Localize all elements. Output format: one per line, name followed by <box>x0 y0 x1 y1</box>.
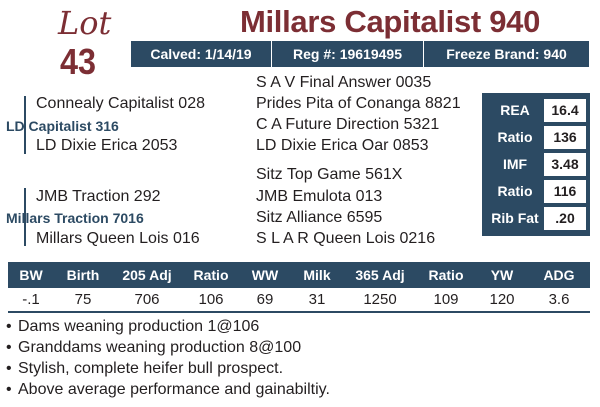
dam-sire-sire: JMB Traction 292 <box>36 188 161 205</box>
column-header: WW <box>240 262 290 288</box>
sire-bracket <box>24 96 26 154</box>
table-cell: 3.6 <box>528 288 590 313</box>
carcass-value: 3.48 <box>544 153 586 176</box>
column-header: Ratio <box>182 262 240 288</box>
pedigree-line: LD Dixie Erica Oar 0853 <box>256 137 429 154</box>
column-header: ADG <box>528 262 590 288</box>
carcass-label: REA <box>500 102 530 118</box>
lot-number: 43 <box>59 41 97 82</box>
carcass-value: 116 <box>544 180 586 203</box>
freeze-brand: Freeze Brand: 940 <box>446 46 567 62</box>
carcass-value: 136 <box>544 126 586 149</box>
list-item: • Granddams weaning production 8@100 <box>6 337 330 358</box>
list-item: • Above average performance and gainabilt… <box>6 379 330 400</box>
note-text: Stylish, complete heifer bull prospect. <box>18 360 284 377</box>
registration-number: Reg #: 19619495 <box>271 41 424 67</box>
table-cell: 75 <box>54 288 112 313</box>
table-cell: 120 <box>476 288 528 313</box>
carcass-label: Ratio <box>497 129 533 145</box>
bullet-icon: • <box>6 318 12 335</box>
note-text: Dams weaning production 1@106 <box>18 318 260 335</box>
calved-date: Calved: 1/14/19 <box>150 46 252 62</box>
carcass-box: REA 16.4 Ratio 136 IMF 3.48 Ratio 116 Ri… <box>482 93 590 236</box>
list-item: • Dams weaning production 1@106 <box>6 316 330 337</box>
dam-bracket <box>24 188 26 246</box>
lot-label: Lot <box>58 4 112 42</box>
column-header: 365 Adj <box>344 262 416 288</box>
pedigree-line: Sitz Top Game 561X <box>256 166 403 183</box>
table-cell: 69 <box>240 288 290 313</box>
column-header: YW <box>476 262 528 288</box>
note-text: Granddams weaning production 8@100 <box>18 339 302 356</box>
pedigree-line: S L A R Queen Lois 0216 <box>256 230 436 247</box>
sire-dam: LD Dixie Erica 2053 <box>36 137 178 154</box>
column-header: Milk <box>290 262 344 288</box>
dam: Millars Queen Lois 016 <box>36 230 200 247</box>
pedigree-line: S A V Final Answer 0035 <box>256 74 432 91</box>
pedigree-line: Sitz Alliance 6595 <box>256 209 383 226</box>
performance-header-row: BW Birth 205 Adj Ratio WW Milk 365 Adj R… <box>8 262 590 288</box>
table-cell: 109 <box>416 288 476 313</box>
pedigree-line: Prides Pita of Conanga 8821 <box>256 95 461 112</box>
list-item: • Stylish, complete heifer bull prospect. <box>6 358 330 379</box>
table-cell: 106 <box>182 288 240 313</box>
carcass-row: REA 16.4 <box>486 97 586 124</box>
bullet-icon: • <box>6 360 12 377</box>
performance-row: -.1 75 706 106 69 31 1250 109 120 3.6 <box>8 288 590 313</box>
carcass-row: Rib Fat .20 <box>486 205 586 232</box>
table-cell: 31 <box>290 288 344 313</box>
dam-sire: Millars Traction 7016 <box>6 210 144 226</box>
pedigree-line: JMB Emulota 013 <box>256 188 383 205</box>
animal-name: Millars Capitalist 940 <box>239 4 541 39</box>
column-header: BW <box>8 262 54 288</box>
bullet-icon: • <box>6 339 12 356</box>
carcass-row: Ratio 136 <box>486 124 586 151</box>
sire: LD Capitalist 316 <box>6 118 119 134</box>
pedigree-line: C A Future Direction 5321 <box>256 116 440 133</box>
carcass-value: .20 <box>544 207 586 230</box>
carcass-value: 16.4 <box>544 99 586 122</box>
table-cell: 1250 <box>344 288 416 313</box>
column-header: 205 Adj <box>112 262 182 288</box>
carcass-label: Rib Fat <box>491 210 539 226</box>
table-cell: 706 <box>112 288 182 313</box>
column-header: Ratio <box>416 262 476 288</box>
sire-sire: Connealy Capitalist 028 <box>36 95 205 112</box>
note-text: Above average performance and gainabilti… <box>18 381 330 398</box>
carcass-label: Ratio <box>497 183 533 199</box>
performance-table: BW Birth 205 Adj Ratio WW Milk 365 Adj R… <box>8 262 590 313</box>
table-cell: -.1 <box>8 288 54 313</box>
bullet-icon: • <box>6 381 12 398</box>
carcass-row: IMF 3.48 <box>486 151 586 178</box>
column-header: Birth <box>54 262 112 288</box>
carcass-row: Ratio 116 <box>486 178 586 205</box>
info-bar: Calved: 1/14/19 Reg #: 19619495 Freeze B… <box>131 41 589 67</box>
carcass-label: IMF <box>502 156 528 172</box>
notes-list: • Dams weaning production 1@106 • Granddam… <box>6 316 330 400</box>
